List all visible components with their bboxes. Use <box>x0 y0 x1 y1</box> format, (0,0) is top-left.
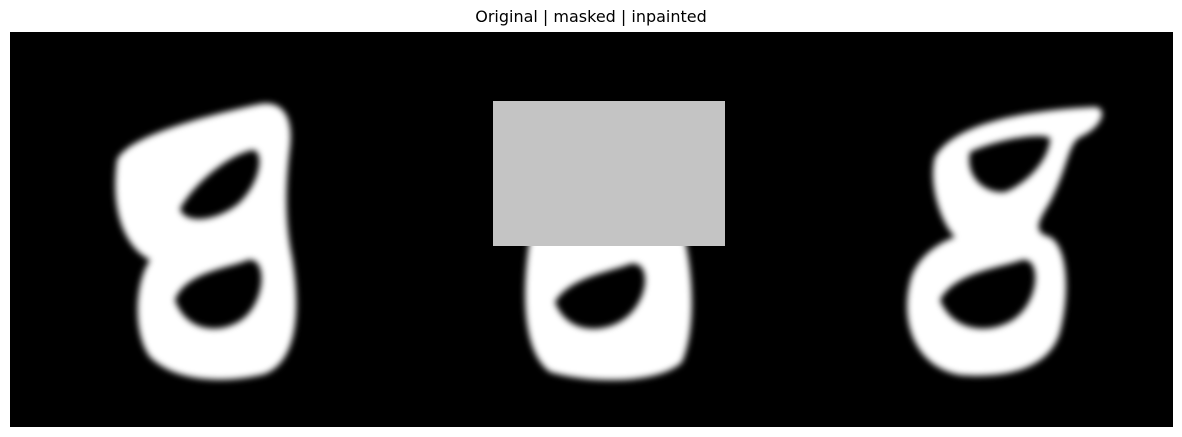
masked-digit <box>525 233 692 381</box>
figure-title: Original | masked | inpainted <box>475 7 707 26</box>
mask-rectangle <box>493 101 725 246</box>
inpainted-digit <box>907 107 1103 376</box>
original-digit <box>115 103 297 380</box>
image-strip <box>10 32 1173 427</box>
digit-images-svg <box>10 32 1173 427</box>
